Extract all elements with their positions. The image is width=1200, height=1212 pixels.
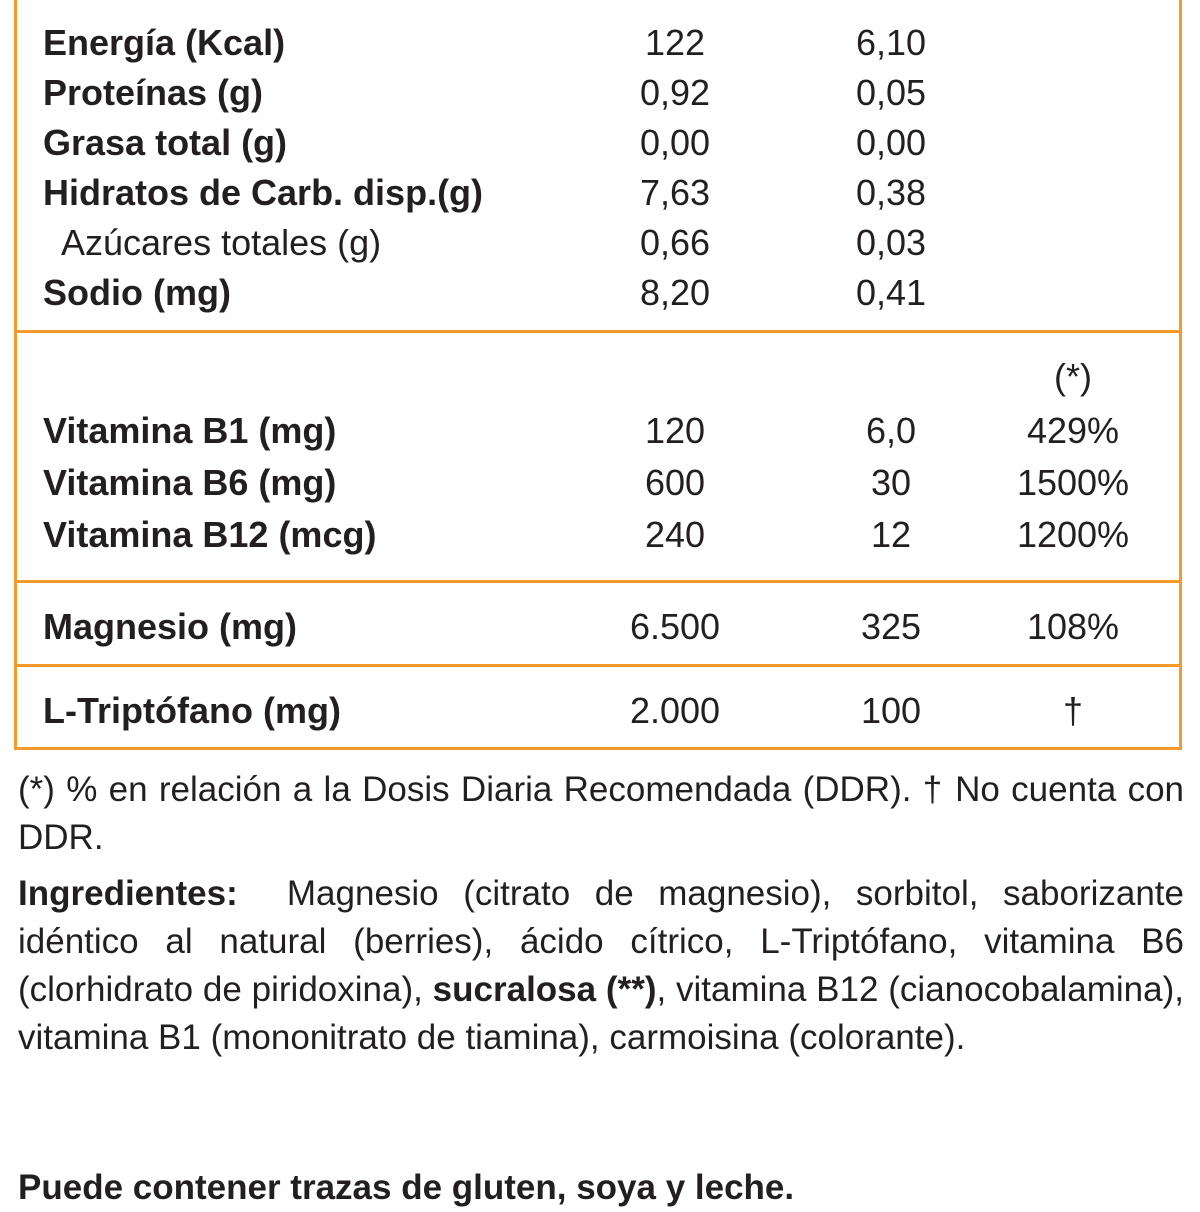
ddr-marker: (*) [1054, 356, 1092, 397]
row-label: Vitamina B1 (mg) [43, 410, 337, 451]
nutrition-table: Energía (Kcal) 122 6,10 Proteínas (g) 0,… [14, 0, 1182, 750]
value-ddr: 1500% [1016, 462, 1130, 503]
table-row: Magnesio (mg) 6.500 325 108% [17, 602, 1179, 652]
value-per-serving: 6,10 [855, 22, 927, 63]
row-label: Vitamina B12 (mcg) [43, 514, 377, 555]
allergen-highlight: sucralosa (**) [432, 970, 657, 1009]
value-per-100: 6.500 [629, 606, 721, 647]
table-row: Energía (Kcal) 122 6,10 [17, 18, 1179, 68]
value-per-serving: 0,41 [855, 272, 927, 313]
value-per-100: 2.000 [629, 690, 721, 731]
value-per-serving: 100 [860, 690, 922, 731]
section-divider [17, 664, 1179, 667]
value-per-serving: 0,03 [855, 222, 927, 263]
table-row: Proteínas (g) 0,92 0,05 [17, 68, 1179, 118]
value-per-serving: 6,0 [865, 410, 917, 451]
table-row: Vitamina B12 (mcg) 240 12 1200% [17, 510, 1179, 560]
ingredients-part: Magnesio (citrato de magnesio), sorbitol… [18, 874, 1184, 1009]
ingredients-heading: Ingredientes: [18, 874, 238, 913]
value-per-100: 0,92 [639, 72, 711, 113]
section-divider [17, 580, 1179, 583]
value-ddr: 108% [1026, 606, 1120, 647]
value-per-100: 0,66 [639, 222, 711, 263]
table-row: Vitamina B1 (mg) 120 6,0 429% [17, 406, 1179, 456]
value-per-serving: 12 [870, 514, 912, 555]
row-label: Hidratos de Carb. disp.(g) [43, 172, 484, 213]
value-per-100: 240 [644, 514, 706, 555]
value-per-serving: 0,38 [855, 172, 927, 213]
table-row: L-Triptófano (mg) 2.000 100 † [17, 686, 1179, 736]
row-label: Grasa total (g) [43, 122, 288, 163]
traces-warning: Puede contener trazas de gluten, soya y … [18, 1168, 795, 1207]
table-row: Sodio (mg) 8,20 0,41 [17, 268, 1179, 318]
row-label: Vitamina B6 (mg) [43, 462, 337, 503]
value-per-100: 122 [644, 22, 706, 63]
value-per-100: 120 [644, 410, 706, 451]
row-label: Azúcares totales (g) [61, 222, 382, 263]
section-divider [17, 330, 1179, 333]
row-label: L-Triptófano (mg) [43, 690, 341, 731]
value-per-100: 0,00 [639, 122, 711, 163]
value-per-serving: 30 [870, 462, 912, 503]
value-per-100: 8,20 [639, 272, 711, 313]
value-ddr: 1200% [1016, 514, 1130, 555]
table-row: (*) [17, 352, 1179, 402]
value-per-100: 600 [644, 462, 706, 503]
row-label: Sodio (mg) [43, 272, 231, 313]
table-row: Grasa total (g) 0,00 0,00 [17, 118, 1179, 168]
table-row: Vitamina B6 (mg) 600 30 1500% [17, 458, 1179, 508]
value-ddr: 429% [1026, 410, 1120, 451]
ingredients-part: , vitamina B12 (cianocobalamina), vitami… [18, 970, 1184, 1057]
row-label: Magnesio (mg) [43, 606, 298, 647]
footnote: (*) % en relación a la Dosis Diaria Reco… [18, 770, 1184, 857]
table-row: Azúcares totales (g) 0,66 0,03 [17, 218, 1179, 268]
row-label: Proteínas (g) [43, 72, 264, 113]
value-per-100: 7,63 [639, 172, 711, 213]
row-label: Energía (Kcal) [43, 22, 286, 63]
ingredients-text: Ingredientes: Magnesio (citrato de magne… [18, 870, 1184, 1062]
table-row: Hidratos de Carb. disp.(g) 7,63 0,38 [17, 168, 1179, 218]
value-per-serving: 0,05 [855, 72, 927, 113]
value-per-serving: 0,00 [855, 122, 927, 163]
value-ddr: † [1062, 690, 1084, 731]
value-per-serving: 325 [860, 606, 922, 647]
